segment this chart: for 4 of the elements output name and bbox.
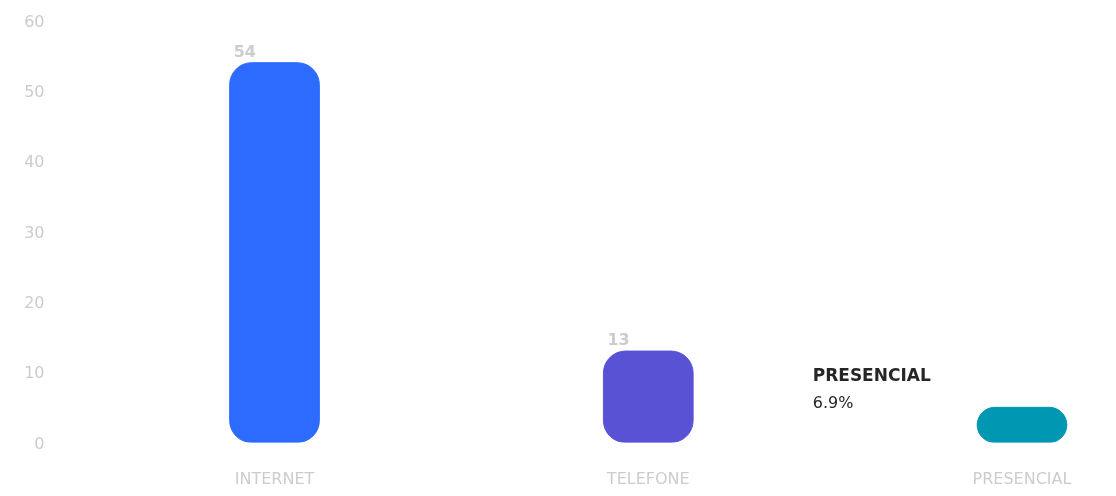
annotation: 6.9% xyxy=(812,392,854,412)
bar xyxy=(602,350,694,443)
annotation: PRESENCIAL xyxy=(812,364,931,385)
bar xyxy=(229,62,320,443)
